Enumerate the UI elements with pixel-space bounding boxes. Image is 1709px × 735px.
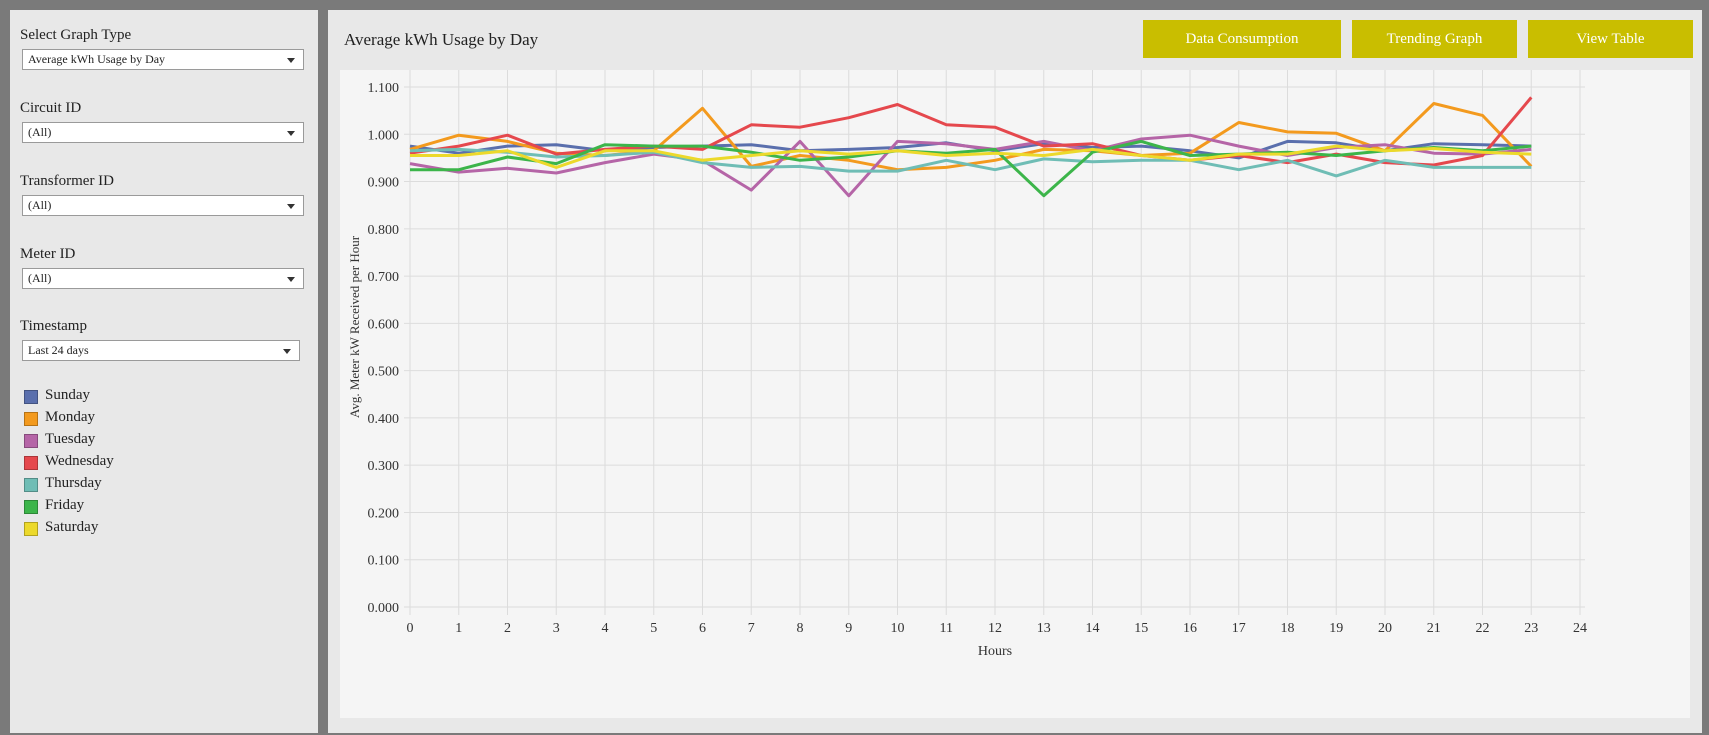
x-tick-label: 2 (504, 621, 511, 636)
chevron-down-icon (287, 131, 295, 136)
meter-id-selected-value: (All) (28, 271, 52, 285)
graph-type-selected-value: Average kWh Usage by Day (28, 52, 166, 66)
legend-label: Wednesday (45, 453, 114, 469)
x-tick-label: 12 (988, 621, 1002, 636)
y-tick-label: 0.400 (368, 412, 400, 427)
x-tick-label: 22 (1476, 621, 1490, 636)
graph-type-label: Select Graph Type (20, 27, 132, 43)
x-tick-label: 24 (1573, 621, 1587, 636)
chevron-down-icon (283, 349, 291, 354)
series-line-saturday (410, 144, 1532, 169)
view-table-button[interactable]: View Table (1528, 20, 1693, 58)
legend-label: Monday (45, 409, 95, 425)
legend-label: Friday (45, 497, 85, 513)
timestamp-dropdown[interactable]: Last 24 days (22, 340, 300, 361)
legend-label: Saturday (45, 519, 99, 535)
x-tick-label: 1 (455, 621, 462, 636)
page-title: Average kWh Usage by Day (344, 30, 539, 49)
y-tick-label: 1.000 (368, 128, 400, 143)
meter-id-label: Meter ID (20, 246, 76, 262)
chevron-down-icon (287, 277, 295, 282)
timestamp-selected-value: Last 24 days (28, 343, 89, 357)
x-tick-label: 3 (553, 621, 560, 636)
x-tick-label: 17 (1232, 621, 1246, 636)
y-tick-label: 0.000 (368, 601, 400, 616)
x-tick-label: 18 (1281, 621, 1295, 636)
legend-label: Sunday (45, 387, 90, 403)
transformer-id-selected-value: (All) (28, 198, 52, 212)
y-tick-label: 0.100 (368, 554, 400, 569)
legend-label: Thursday (45, 475, 102, 491)
y-tick-label: 0.900 (368, 176, 400, 191)
filter-sidebar: Select Graph Type Average kWh Usage by Da… (10, 10, 318, 733)
x-tick-label: 13 (1037, 621, 1051, 636)
x-tick-label: 9 (845, 621, 852, 636)
circuit-id-dropdown[interactable]: (All) (22, 122, 304, 143)
y-tick-label: 0.300 (368, 459, 400, 474)
y-tick-label: 0.600 (368, 317, 400, 332)
x-tick-label: 19 (1329, 621, 1343, 636)
y-axis-label: Avg. Meter kW Received per Hour (347, 235, 362, 418)
legend-swatch (24, 412, 38, 426)
x-tick-label: 0 (407, 621, 414, 636)
transformer-id-dropdown[interactable]: (All) (22, 195, 304, 216)
x-tick-label: 10 (891, 621, 905, 636)
series-line-friday (410, 139, 1532, 198)
circuit-id-label: Circuit ID (20, 100, 82, 116)
series-line-thursday (409, 147, 1532, 178)
y-tick-label: 0.500 (368, 365, 400, 380)
x-tick-label: 5 (650, 621, 657, 636)
legend-swatch (24, 390, 38, 404)
x-tick-label: 6 (699, 621, 706, 636)
x-tick-label: 16 (1183, 621, 1197, 636)
circuit-id-selected-value: (All) (28, 125, 52, 139)
chevron-down-icon (287, 204, 295, 209)
x-tick-label: 15 (1134, 621, 1148, 636)
legend-swatch (24, 456, 38, 470)
legend-label: Tuesday (45, 431, 96, 447)
legend-swatch (24, 434, 38, 448)
x-tick-label: 11 (940, 621, 953, 636)
y-tick-label: 0.200 (368, 506, 400, 521)
legend-swatch (24, 478, 38, 492)
x-tick-label: 21 (1427, 621, 1441, 636)
transformer-id-label: Transformer ID (20, 173, 115, 189)
chart-svg: 0.000 0.100 0.200 0.300 0.400 0.500 0.600 0.700… (347, 70, 1587, 659)
main-panel: Average kWh Usage by Day Data Consumptio… (328, 10, 1702, 733)
meter-id-dropdown[interactable]: (All) (22, 268, 304, 289)
chevron-down-icon (287, 58, 295, 63)
x-tick-label: 4 (602, 621, 609, 636)
graph-type-dropdown[interactable]: Average kWh Usage by Day (22, 49, 304, 70)
x-tick-label: 7 (748, 621, 755, 636)
line-chart: 0.000 0.100 0.200 0.300 0.400 0.500 0.600 0.700… (340, 70, 1690, 718)
timestamp-label: Timestamp (20, 318, 87, 334)
x-tick-label: 23 (1524, 621, 1538, 636)
y-tick-label: 0.800 (368, 223, 400, 238)
legend-swatch (24, 522, 38, 536)
y-tick-label: 0.700 (368, 270, 400, 285)
x-tick-label: 14 (1086, 621, 1100, 636)
x-axis-label: Hours (978, 644, 1012, 659)
legend-swatch (24, 500, 38, 514)
x-tick-label: 20 (1378, 621, 1392, 636)
data-consumption-button[interactable]: Data Consumption (1143, 20, 1341, 58)
x-tick-label: 8 (797, 621, 804, 636)
y-tick-label: 1.100 (368, 81, 400, 96)
trending-graph-button[interactable]: Trending Graph (1352, 20, 1517, 58)
